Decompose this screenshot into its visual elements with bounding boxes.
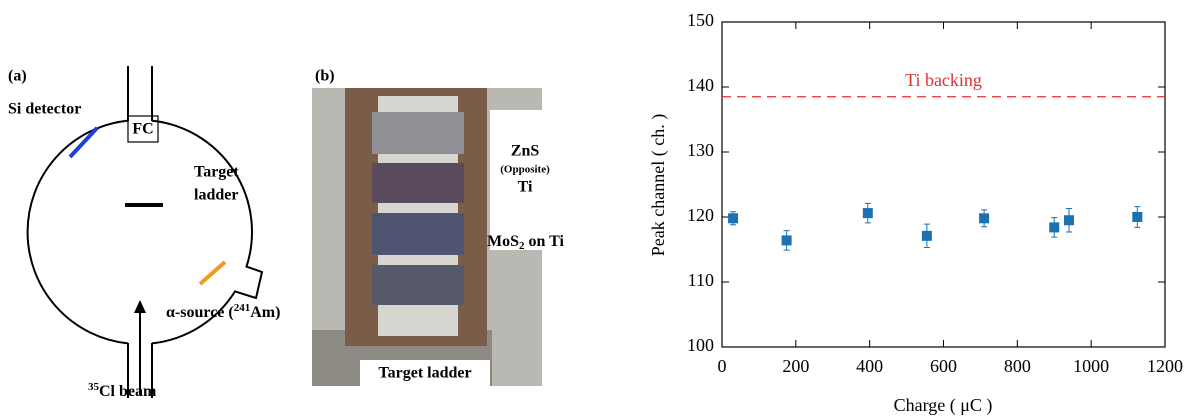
y-tick-label: 140	[687, 75, 714, 95]
label: (Opposite)	[500, 164, 550, 176]
chart: Charge ( μC ) Peak channel ( ch. )	[648, 114, 992, 416]
label: 35Cl beam	[88, 381, 157, 400]
marker	[728, 213, 739, 224]
x-tick-label: 200	[782, 356, 809, 376]
label: Si detector	[8, 101, 81, 118]
reference-label: Ti backing	[905, 70, 982, 90]
label-part: MoS	[487, 233, 519, 250]
x-tick-label: 0	[718, 356, 727, 376]
x-axis-label: Charge ( μC )	[894, 395, 993, 416]
label: Ti	[518, 179, 533, 196]
label-part: Cl beam	[99, 383, 157, 400]
x-tick-label: 400	[856, 356, 883, 376]
label-part: α-source (	[166, 304, 234, 321]
sample	[372, 265, 464, 305]
marker	[862, 208, 873, 219]
y-axis-label: Peak channel ( ch. )	[648, 114, 669, 256]
marker	[1064, 215, 1075, 226]
label: MoS2 on Ti	[487, 233, 564, 252]
si-detector	[68, 126, 99, 159]
y-tick-label: 120	[687, 205, 714, 225]
marker	[781, 235, 792, 246]
marker	[921, 230, 932, 241]
marker	[1132, 212, 1143, 222]
y-tick-label: 130	[687, 140, 714, 160]
y-tick-label: 100	[687, 335, 714, 355]
y-tick-label: 150	[687, 10, 714, 30]
alpha-source	[198, 260, 227, 286]
label: FC	[132, 121, 153, 138]
exit-pipe	[127, 66, 153, 121]
subscript: 2	[519, 240, 525, 252]
label-part: on Ti	[525, 233, 565, 250]
ti-sample	[372, 163, 464, 203]
label-part: Am)	[250, 304, 280, 321]
marker	[1049, 222, 1060, 233]
panel-label: (b)	[315, 68, 335, 85]
label: ZnS	[511, 143, 540, 160]
label-bg	[490, 110, 542, 250]
x-tick-label: 600	[930, 356, 957, 376]
label: α-source (241Am)	[166, 302, 280, 321]
label: Target	[194, 164, 239, 181]
y-tick-label: 110	[688, 270, 714, 290]
chamber-wall	[151, 119, 264, 345]
marker	[979, 213, 990, 224]
label-bg	[360, 360, 490, 386]
beam-pipe	[127, 343, 153, 398]
fc-box	[127, 115, 159, 143]
x-tick-label: 1200	[1147, 356, 1183, 376]
label: Target ladder	[378, 365, 471, 382]
superscript: 35	[88, 381, 100, 393]
x-tick-label: 800	[1004, 356, 1031, 376]
panel-label: (a)	[8, 68, 27, 85]
chamber	[26, 66, 264, 398]
zns-sample	[372, 112, 464, 154]
x-tick-label: 1000	[1073, 356, 1109, 376]
mos2-sample	[372, 213, 464, 255]
arrowhead	[134, 300, 146, 313]
chamber-wall	[26, 119, 129, 345]
superscript: 241	[234, 302, 251, 314]
label: ladder	[194, 187, 238, 204]
